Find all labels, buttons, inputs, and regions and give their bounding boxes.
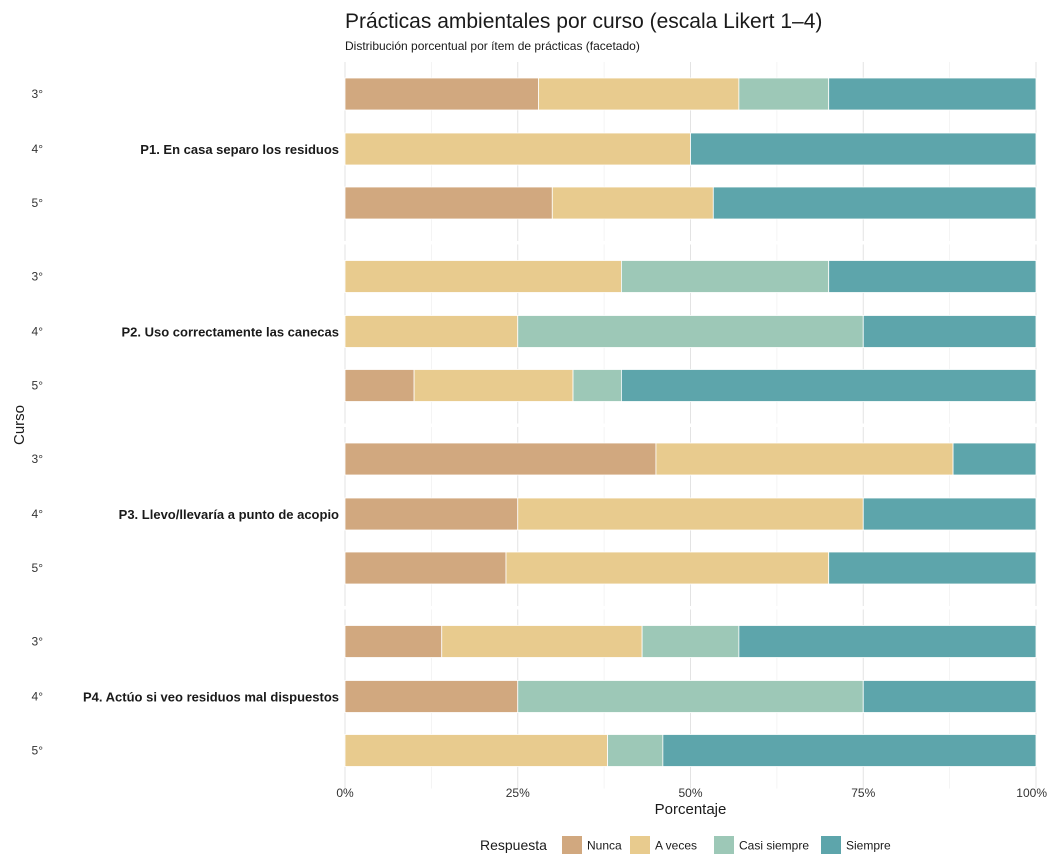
facet-label: P1. En casa separo los residuos <box>140 142 339 157</box>
bar-segment <box>690 132 1037 166</box>
facet-label: P2. Uso correctamente las canecas <box>121 325 339 340</box>
bar-segment <box>607 734 664 767</box>
row-label: 5° <box>32 196 44 210</box>
bar-segment <box>344 260 622 293</box>
bar-segment <box>344 132 691 166</box>
bar-segment <box>344 625 443 658</box>
facet-label: P3. Llevo/llevaría a punto de acopio <box>119 507 339 522</box>
bar-segment <box>621 260 830 293</box>
bar-segment <box>862 497 1037 531</box>
legend-key <box>714 836 734 854</box>
x-tick-label: 100% <box>1016 786 1047 800</box>
bar-segment <box>441 625 643 658</box>
legend-label: Siempre <box>846 839 891 853</box>
bar-segment <box>344 734 608 767</box>
x-tick-label: 75% <box>851 786 875 800</box>
chart-title: Prácticas ambientales por curso (escala … <box>345 10 823 33</box>
legend-key <box>821 836 841 854</box>
bar-segment <box>344 369 415 402</box>
row-label: 3° <box>32 87 44 101</box>
bar-segment <box>738 77 830 111</box>
bar-segment <box>712 186 1037 220</box>
bar-segment <box>344 551 507 585</box>
legend-key <box>562 836 582 854</box>
x-tick-label: 25% <box>506 786 530 800</box>
row-label: 4° <box>32 507 44 521</box>
legend-label: Casi siempre <box>739 839 809 853</box>
legend-label: A veces <box>655 839 697 853</box>
bar-segment <box>828 77 1037 111</box>
bar-segment <box>862 680 1037 713</box>
legend-key <box>630 836 650 854</box>
bar-segment <box>862 315 1037 348</box>
bar-segment <box>344 442 657 476</box>
bar-segment <box>952 442 1037 476</box>
row-label: 4° <box>32 690 44 704</box>
bar-segment <box>828 260 1037 293</box>
row-label: 3° <box>32 452 44 466</box>
row-label: 4° <box>32 325 44 339</box>
row-label: 5° <box>32 561 44 575</box>
bar-segment <box>572 369 622 402</box>
bar-segment <box>517 497 864 531</box>
bar-segment <box>344 680 519 713</box>
legend-label: Nunca <box>587 839 622 853</box>
bar-segment <box>538 77 740 111</box>
bar-segment <box>344 497 519 531</box>
bar-segment <box>344 315 519 348</box>
y-axis-title: Curso <box>11 405 28 445</box>
x-tick-label: 50% <box>678 786 702 800</box>
row-label: 3° <box>32 635 44 649</box>
bar-segment <box>828 551 1037 585</box>
x-tick-label: 0% <box>336 786 354 800</box>
bar-segment <box>662 734 1037 767</box>
bar-segment <box>655 442 954 476</box>
bar-segment <box>517 680 864 713</box>
row-label: 5° <box>32 379 44 393</box>
x-axis-title: Porcentaje <box>655 801 727 818</box>
chart-subtitle: Distribución porcentual por ítem de prác… <box>345 39 640 53</box>
legend-title: Respuesta <box>480 837 547 853</box>
facet-label: P4. Actúo si veo residuos mal dispuestos <box>83 690 339 705</box>
bar-segment <box>505 551 830 585</box>
row-label: 3° <box>32 270 44 284</box>
bar-segment <box>641 625 740 658</box>
bar-segment <box>344 186 553 220</box>
bar-segment <box>413 369 574 402</box>
row-label: 5° <box>32 744 44 758</box>
row-label: 4° <box>32 142 44 156</box>
bar-segment <box>738 625 1037 658</box>
bar-segment <box>517 315 864 348</box>
bar-segment <box>344 77 539 111</box>
bar-segment <box>621 369 1037 402</box>
bar-segment <box>551 186 714 220</box>
